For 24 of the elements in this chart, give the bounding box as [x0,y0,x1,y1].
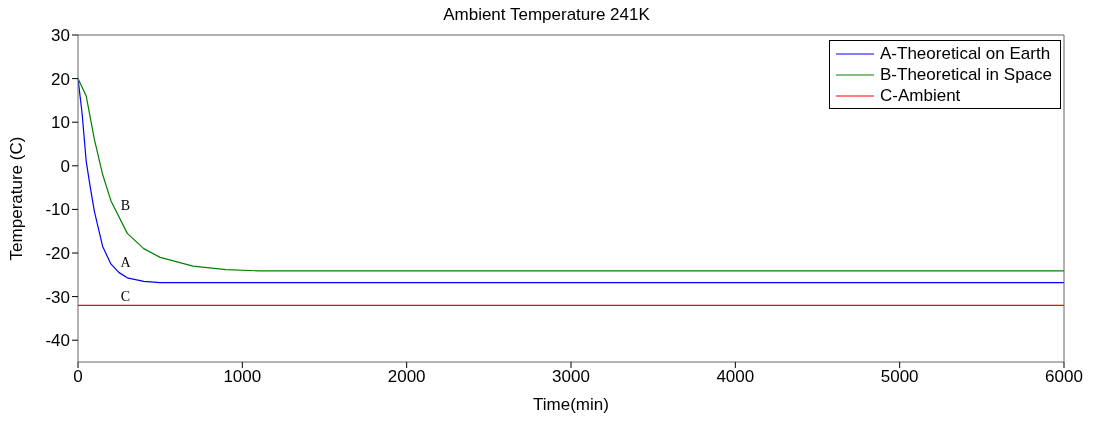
y-tick-label: -30 [45,287,70,307]
x-axis-title: Time(min) [533,395,609,414]
x-tick-label: 0 [73,367,83,387]
y-tick-label: -40 [45,331,70,351]
annotation: C [120,289,131,305]
y-tick-label: 0 [60,156,70,176]
legend-label: A-Theoretical on Earth [880,43,1051,64]
x-tick-label: 6000 [1045,367,1083,387]
x-tick-label: 4000 [716,367,755,387]
annotation: A [120,254,132,270]
y-tick-label: 10 [51,113,70,133]
y-axis-title: Temperature (C) [7,136,27,261]
x-tick-label: 2000 [387,367,426,387]
y-tick-label: -20 [45,244,70,264]
chart-title: Ambient Temperature 241K [442,5,651,24]
y-tick-label: -10 [45,200,70,220]
x-tick-label: 1000 [223,367,262,387]
y-tick-label: 20 [51,69,70,89]
x-tick-label: 5000 [880,367,919,387]
y-tick-label: 30 [51,26,70,46]
legend-label: B-Theoretical in Space [880,64,1052,85]
x-tick-label: 3000 [552,367,590,387]
legend-label: C-Ambient [880,85,961,106]
annotation: B [120,197,131,213]
